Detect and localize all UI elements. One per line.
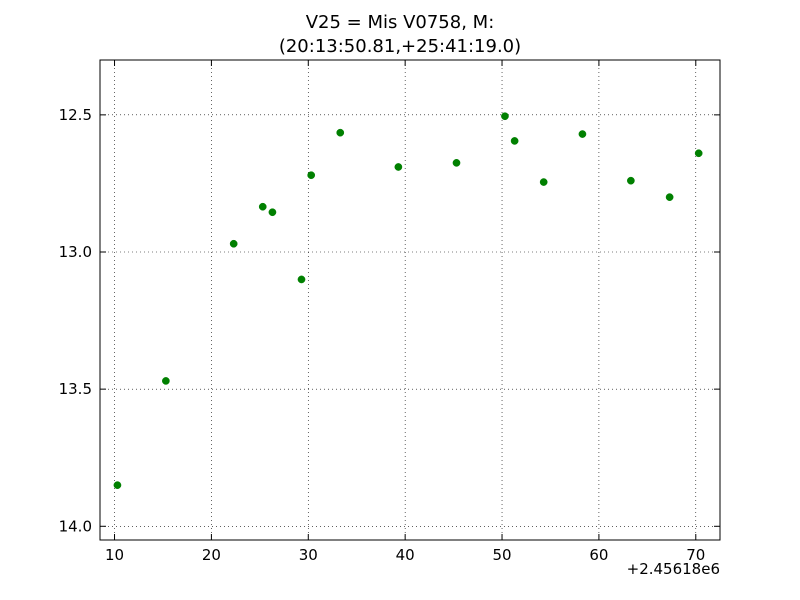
axis-tick-labels: 10 20 30 40 50 60 70 12.5 13.0 13.5 14.0	[59, 106, 706, 564]
data-point	[394, 163, 403, 171]
y-tick-label: 13.5	[59, 380, 92, 398]
x-tick-label: 10	[105, 546, 124, 564]
data-point	[229, 239, 238, 248]
data-point	[501, 112, 509, 121]
data-point	[268, 208, 277, 217]
y-tick-label: 13.0	[59, 243, 92, 261]
data-point	[578, 130, 587, 138]
data-point	[162, 377, 170, 385]
x-tick-label: 30	[299, 546, 318, 564]
data-point	[297, 275, 306, 284]
data-point	[539, 178, 548, 186]
x-tick-label: 60	[589, 546, 608, 564]
chart-title-line-2: (20:13:50.81,+25:41:19.0)	[278, 36, 522, 57]
data-point	[510, 137, 519, 145]
plot-frame	[99, 59, 721, 541]
grid-lines	[100, 60, 720, 540]
x-axis-offset-label: +2.45618e6	[626, 560, 720, 578]
data-point	[452, 159, 461, 167]
x-tick-label: 50	[492, 546, 511, 564]
data-point	[307, 171, 316, 180]
data-point	[336, 128, 345, 137]
axis-ticks	[100, 60, 720, 540]
data-point	[694, 149, 703, 158]
data-point	[113, 481, 122, 489]
data-points	[113, 112, 703, 489]
x-tick-label: 20	[202, 546, 221, 564]
x-tick-label: 70	[686, 546, 705, 564]
y-tick-label: 14.0	[59, 517, 92, 535]
chart-title-line-1: V25 = Mis V0758, M:	[305, 12, 495, 33]
y-tick-label: 12.5	[59, 106, 92, 124]
data-point	[665, 193, 674, 201]
data-point	[627, 176, 635, 185]
data-point	[258, 202, 267, 211]
x-tick-label: 40	[396, 546, 415, 564]
